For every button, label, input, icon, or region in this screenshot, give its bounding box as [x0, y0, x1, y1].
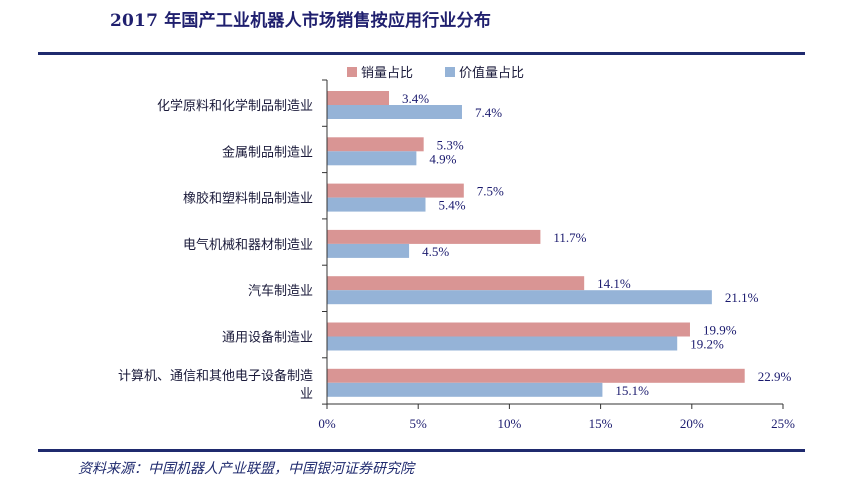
data-label-0-5: 19.9%	[703, 323, 737, 338]
bar-0-0	[327, 91, 390, 105]
bar-0-3	[327, 229, 541, 244]
bar-0-6	[327, 368, 745, 383]
category-label-5: 通用设备制造业	[222, 330, 313, 346]
category-label-2: 橡胶和塑料制品制造业	[183, 191, 313, 207]
category-label-3: 电气机械和器材制造业	[183, 237, 313, 253]
legend-label-1: 价值量占比	[459, 65, 524, 81]
axis-group: 0% 5% 10% 15% 20% 25%	[318, 79, 795, 431]
category-label-6-1: 业	[300, 387, 313, 402]
bar-0-2	[327, 183, 464, 198]
data-label-1-2: 5.4%	[438, 198, 465, 213]
bar-1-6	[327, 382, 603, 397]
legend-swatch-1	[445, 67, 455, 77]
bar-1-0	[327, 105, 462, 119]
title-rule	[38, 52, 805, 55]
data-label-1-3: 4.5%	[422, 244, 449, 259]
category-label-4: 汽车制造业	[248, 283, 313, 299]
data-label-0-6: 22.9%	[758, 369, 792, 384]
x-tick-label-3: 15%	[589, 416, 613, 431]
x-tick-label-2: 10%	[497, 416, 521, 431]
bar-1-3	[327, 243, 410, 258]
data-label-0-1: 5.3%	[437, 137, 464, 152]
bar-0-1	[327, 137, 424, 152]
data-label-0-4: 14.1%	[597, 276, 631, 291]
data-label-1-0: 7.4%	[475, 105, 502, 120]
bar-1-2	[327, 197, 426, 212]
category-label-6-0: 计算机、通信和其他电子设备制造	[118, 368, 313, 384]
bar-1-1	[327, 151, 417, 166]
x-tick-label-0: 0%	[318, 416, 336, 431]
bar-0-5	[327, 322, 690, 337]
data-label-0-0: 3.4%	[402, 91, 429, 106]
data-label-1-1: 4.9%	[429, 151, 456, 166]
bar-0-4	[327, 276, 585, 291]
data-label-1-4: 21.1%	[725, 290, 759, 305]
x-tick-label-5: 25%	[771, 416, 795, 431]
data-label-0-2: 7.5%	[477, 184, 504, 199]
category-label-0: 化学原料和化学制品制造业	[157, 98, 313, 114]
data-label-1-5: 19.2%	[690, 337, 724, 352]
legend-label-0: 销量占比	[361, 66, 413, 81]
legend: 销量占比 价值量占比	[347, 65, 524, 81]
legend-swatch-0	[347, 67, 357, 77]
data-label-0-3: 11.7%	[553, 230, 586, 245]
x-tick-label-1: 5%	[410, 416, 428, 431]
bar-1-5	[327, 336, 678, 351]
category-label-1: 金属制品制造业	[222, 144, 313, 160]
bars-group: 3.4% 7.4% 化学原料和化学制品制造业 5.3%4.9% 金属制品制造业 7.5% 5…	[118, 91, 791, 402]
chart-title: 2017 年国产工业机器人市场销售按应用行业分布	[110, 11, 492, 31]
footer-rule	[38, 449, 805, 452]
x-tick-label-4: 20%	[680, 416, 704, 431]
bar-1-4	[327, 290, 712, 305]
source-note: 资料来源：中国机器人产业联盟，中国银河证券研究院	[78, 461, 414, 477]
data-label-1-6: 15.1%	[615, 383, 649, 398]
